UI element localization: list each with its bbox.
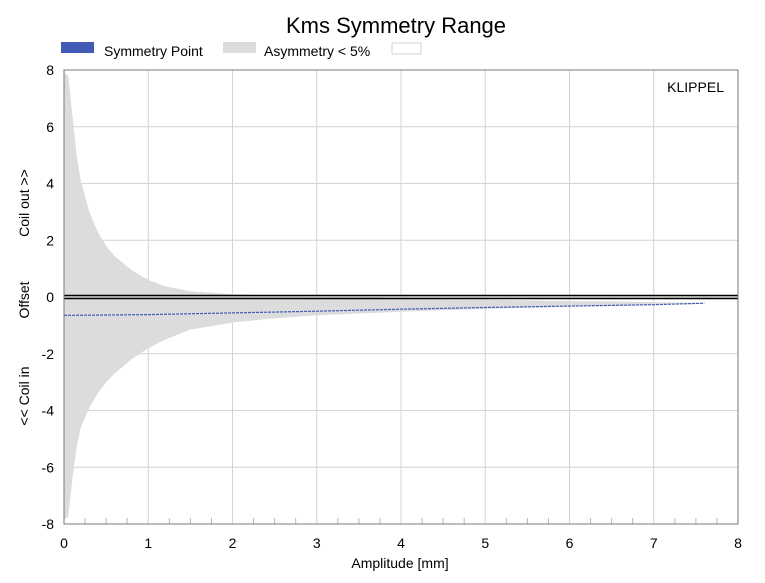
y-tick-label: -8 bbox=[42, 516, 55, 532]
x-tick-label: 8 bbox=[734, 535, 742, 551]
legend-label-asymmetry: Asymmetry < 5% bbox=[264, 43, 370, 59]
plot-frame bbox=[63, 69, 739, 525]
x-tick-label: 7 bbox=[650, 535, 658, 551]
y-tick-label: -6 bbox=[42, 459, 55, 475]
x-tick-label: 1 bbox=[144, 535, 152, 551]
legend-swatch-blank bbox=[391, 42, 422, 55]
x-axis-label: Amplitude [mm] bbox=[351, 555, 448, 571]
y-tick-label: -2 bbox=[42, 346, 55, 362]
y-axis-label-coil-out: Coil out >> bbox=[16, 169, 32, 237]
y-axis-label: << Coil in Offset Coil out >> bbox=[16, 169, 32, 425]
legend-swatch-asymmetry bbox=[223, 42, 256, 53]
x-tick-label: 3 bbox=[313, 535, 321, 551]
y-tick-label: 8 bbox=[46, 62, 54, 78]
minor-ticks bbox=[84, 518, 718, 524]
y-axis-label-offset: Offset bbox=[16, 281, 32, 318]
y-tick-label: 4 bbox=[46, 176, 54, 192]
legend: Symmetry Point Asymmetry < 5% bbox=[61, 42, 422, 59]
y-axis-label-coil-in: << Coil in bbox=[16, 366, 32, 425]
legend-label-symmetry-point: Symmetry Point bbox=[104, 43, 203, 59]
legend-swatch-symmetry-point bbox=[61, 42, 94, 53]
x-tick-label: 6 bbox=[566, 535, 574, 551]
x-tick-label: 5 bbox=[481, 535, 489, 551]
brand-label: KLIPPEL bbox=[667, 79, 724, 95]
y-tick-label: 6 bbox=[46, 119, 54, 135]
x-tick-label: 0 bbox=[60, 535, 68, 551]
x-tick-label: 4 bbox=[397, 535, 405, 551]
plot-area bbox=[63, 69, 739, 525]
chart-title: Kms Symmetry Range bbox=[286, 13, 506, 38]
y-tick-label: 0 bbox=[46, 289, 54, 305]
x-tick-label: 2 bbox=[229, 535, 237, 551]
symmetry-point-line bbox=[63, 302, 705, 316]
y-tick-label: 2 bbox=[46, 232, 54, 248]
y-tick-label: -4 bbox=[42, 403, 55, 419]
